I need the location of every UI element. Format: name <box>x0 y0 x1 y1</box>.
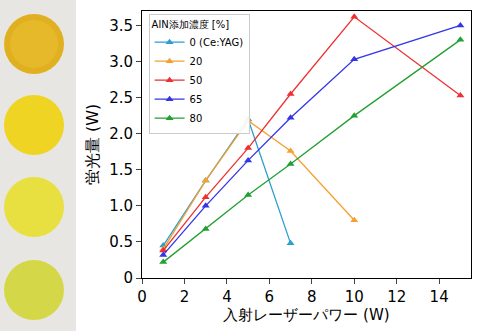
svg-text:2: 2 <box>180 288 190 306</box>
svg-text:20: 20 <box>190 56 203 67</box>
svg-text:65: 65 <box>190 94 203 105</box>
svg-text:AlN添加濃度 [%]: AlN添加濃度 [%] <box>152 19 230 30</box>
svg-text:1.0: 1.0 <box>109 197 133 215</box>
svg-text:8: 8 <box>307 288 317 306</box>
svg-text:0: 0 <box>123 269 133 287</box>
svg-text:1.5: 1.5 <box>109 161 133 179</box>
svg-text:3.5: 3.5 <box>109 17 133 35</box>
svg-text:12: 12 <box>387 288 406 306</box>
svg-text:10: 10 <box>345 288 364 306</box>
svg-text:6: 6 <box>265 288 275 306</box>
svg-text:80: 80 <box>190 113 203 124</box>
svg-text:50: 50 <box>190 75 203 86</box>
svg-text:2.0: 2.0 <box>109 125 133 143</box>
svg-text:4: 4 <box>222 288 232 306</box>
svg-text:0 (Ce:YAG): 0 (Ce:YAG) <box>190 37 244 48</box>
svg-text:蛍光量 (W): 蛍光量 (W) <box>83 104 102 185</box>
svg-text:2.5: 2.5 <box>109 89 133 107</box>
svg-text:0.5: 0.5 <box>109 233 133 251</box>
svg-text:入射レーザーパワー (W): 入射レーザーパワー (W) <box>223 306 389 324</box>
svg-text:14: 14 <box>430 288 449 306</box>
svg-text:3.0: 3.0 <box>109 53 133 71</box>
svg-text:0: 0 <box>137 288 147 306</box>
